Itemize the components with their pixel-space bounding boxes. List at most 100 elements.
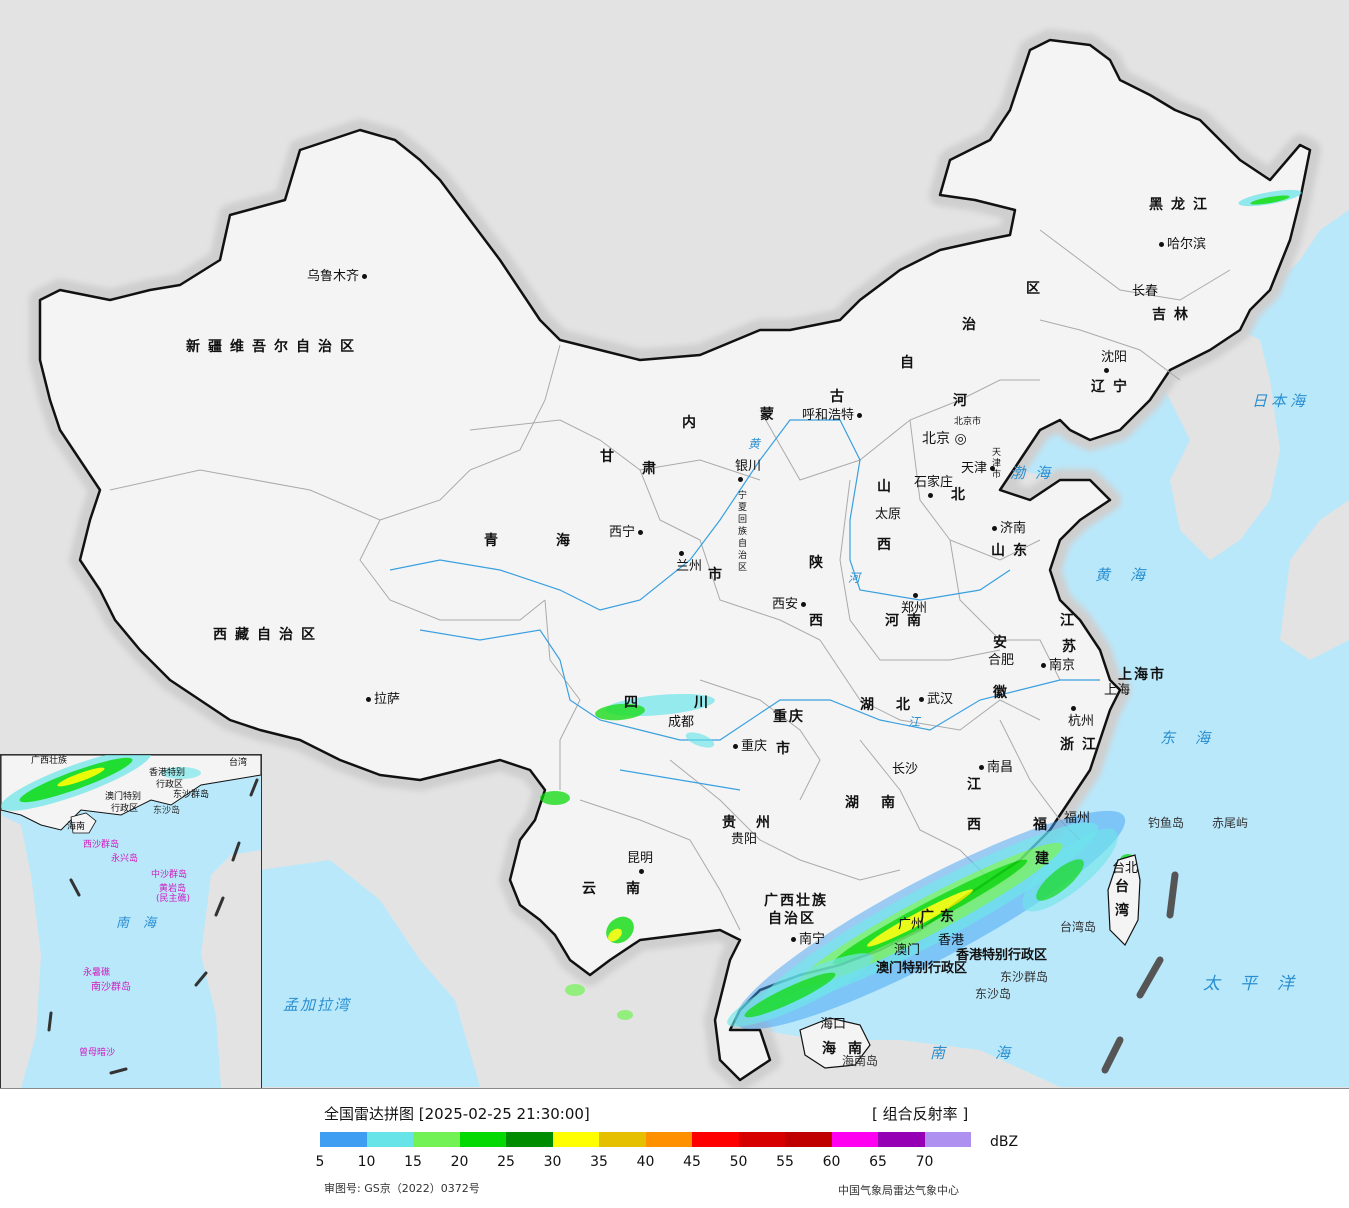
city-urumqi: 乌鲁木齐 [307, 270, 370, 283]
inset-label-minzhujiao: (民主礁) [156, 894, 191, 904]
legend-colorbar [320, 1132, 971, 1147]
hainan-land [799, 1017, 871, 1069]
legend-tick-label: 40 [636, 1154, 655, 1170]
city-hangzhou: 杭州 [1068, 702, 1094, 728]
legend-color-cell [599, 1132, 646, 1147]
city-dot [362, 274, 368, 279]
radar-echo-cell [1250, 195, 1290, 205]
city-dot [1104, 368, 1109, 373]
province-yunnan: 云南 [582, 881, 670, 897]
city-dot [679, 551, 684, 556]
legend-color-cell [738, 1132, 785, 1147]
korea-land [1160, 330, 1280, 560]
province-jiangsu-a: 江 [1060, 613, 1082, 629]
river-label-he: 河 [848, 571, 861, 585]
approval-number: 审图号: GS京（2022）0372号 [324, 1182, 480, 1195]
province-borders [109, 229, 1231, 931]
province-hunan: 湖南 [845, 795, 917, 811]
map-canvas [0, 0, 1349, 1088]
south-china-sea-inset: 广西壮族 香港特别 行政区 澳门特别 行政区 东沙群岛 东沙岛 海南 西沙群岛 … [0, 754, 262, 1088]
province-chongqing-a: 重庆 [773, 709, 805, 725]
taiwan-land [1107, 854, 1141, 947]
legend-tick-label: 20 [450, 1154, 469, 1170]
province-guangxi-a: 广西壮族 [764, 893, 828, 909]
radar-echo-cell [685, 732, 715, 748]
city-xining: 西宁 [609, 526, 646, 539]
province-shanxi-a: 山 [877, 479, 899, 495]
province-hainan: 海南 [822, 1041, 874, 1057]
rivers [389, 419, 1100, 791]
legend-color-cell [506, 1132, 553, 1147]
province-gansu-a: 甘 [600, 449, 622, 465]
sea-nanhai: 南海 [930, 1044, 1061, 1062]
city-dot [992, 526, 997, 531]
legend-tick-label: 55 [776, 1154, 794, 1170]
city-chengdu: 成都 [668, 715, 695, 730]
province-nmg-e: 治 [962, 317, 984, 333]
inset-label-macau2: 行政区 [111, 804, 139, 814]
sea-bohai: 渤海 [1010, 464, 1061, 482]
city-hefei: 合肥 [988, 653, 1015, 668]
province-shandong: 山东 [991, 543, 1035, 559]
inset-label-zhongsha: 中沙群岛 [151, 870, 188, 880]
inset-label-dongshadao: 东沙岛 [153, 806, 181, 816]
inset-echo-cell [57, 767, 105, 787]
inset-label-taiwan: 台湾 [229, 758, 248, 768]
sea-east [730, 0, 1349, 1087]
city-lanzhou: 兰州 [676, 547, 702, 573]
legend-product: [ 组合反射率 ] [872, 1105, 969, 1123]
city-dot [638, 530, 644, 535]
city-changchun: 长春 [1132, 284, 1159, 299]
legend-color-cell [645, 1132, 692, 1147]
japan-land [1280, 500, 1349, 660]
province-guangdong: 广东 [920, 909, 960, 925]
city-changsha: 长沙 [892, 762, 919, 777]
sea-japan: 日本海 [1252, 392, 1310, 410]
inset-label-yongxing: 永兴岛 [111, 854, 139, 864]
province-gansu-c: 市 [708, 567, 730, 583]
inset-label-nansha: 南沙群岛 [91, 982, 131, 993]
city-kunming: 昆明 [627, 852, 653, 878]
legend-tick-label: 35 [590, 1154, 608, 1170]
legend-tick-label: 60 [822, 1154, 841, 1170]
province-nmg-b: 蒙 [760, 407, 782, 423]
province-hubei: 湖北 [860, 697, 932, 713]
radar-echo-cell [744, 972, 836, 1018]
city-nanchang: 南昌 [976, 761, 1013, 774]
city-zhengzhou: 郑州 [901, 589, 927, 615]
province-qinghai-a: 青 [484, 533, 506, 549]
province-chongqing-b: 市 [776, 741, 798, 757]
province-macau: 澳门特别行政区 [876, 961, 968, 976]
province-nmg-f: 区 [1026, 281, 1048, 297]
radar-echo-cell [617, 1010, 633, 1020]
inset-label-dongsha: 东沙群岛 [173, 790, 210, 800]
province-nmg-a: 内 [682, 415, 704, 431]
agency-name: 中国气象局雷达气象中心 [838, 1184, 959, 1197]
city-dot [919, 697, 924, 702]
city-dot [1159, 242, 1164, 247]
city-hohhot: 呼和浩特 [802, 409, 865, 422]
province-nmg-d: 自 [900, 355, 922, 371]
legend-tick-label: 5 [315, 1154, 325, 1170]
legend-unit: dBZ [990, 1134, 1019, 1150]
city-wuhan: 武汉 [916, 693, 953, 706]
province-hk: 香港特别行政区 [956, 948, 1048, 963]
city-dot [801, 602, 807, 607]
city-lhasa: 拉萨 [363, 693, 400, 706]
province-anhui-b: 徽 [993, 685, 1015, 701]
province-jilin: 吉林 [1152, 307, 1196, 323]
legend-color-cell [366, 1132, 413, 1147]
city-xian: 西安 [772, 598, 809, 611]
city-dot [733, 744, 738, 749]
province-jiangxi-a: 江 [967, 777, 989, 793]
city-nanning: 南宁 [788, 933, 825, 946]
city-shenyang: 沈阳 [1101, 351, 1127, 377]
province-fujian-a: 福 [1033, 817, 1055, 833]
inset-label-hainan: 海南 [67, 822, 86, 832]
city-guangzhou: 广州 [898, 917, 925, 932]
province-qinghai-b: 海 [556, 533, 578, 549]
legend-tick-label: 70 [915, 1154, 934, 1170]
province-jiangsu-b: 苏 [1062, 639, 1084, 655]
province-shaanxi-b: 西 [809, 613, 831, 629]
legend-color-cell [692, 1132, 739, 1147]
